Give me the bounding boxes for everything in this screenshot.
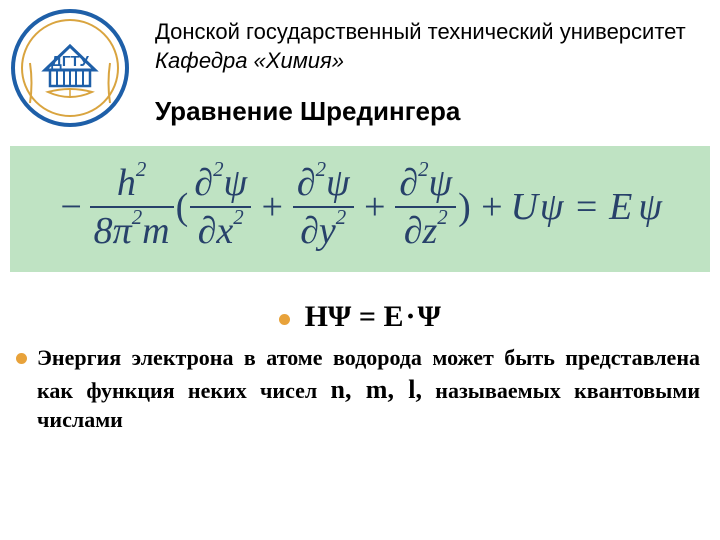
schrodinger-formula: − h2 8π2m ( ∂2ψ ∂x2 + ∂2ψ ∂y2 + ∂2ψ ∂z2 … bbox=[10, 146, 710, 272]
right-paren: ) bbox=[458, 188, 471, 226]
equals: = bbox=[566, 188, 608, 226]
plus-2: + bbox=[356, 188, 394, 226]
quantum-numbers: n, m, l, bbox=[331, 375, 422, 404]
university-name: Донской государственный технический унив… bbox=[155, 18, 686, 46]
d2psi-dz2: ∂2ψ ∂z2 bbox=[395, 164, 456, 250]
plus-U: + bbox=[473, 188, 509, 226]
logo-text: ДГТУ bbox=[51, 53, 89, 70]
E: E bbox=[609, 188, 632, 226]
university-logo: ДГТУ bbox=[10, 8, 130, 128]
paragraph-row: Энергия электрона в атоме водорода может… bbox=[16, 344, 700, 435]
bullet-icon bbox=[16, 353, 27, 364]
minus-sign: − bbox=[58, 188, 84, 226]
header: ДГТУ Донской государственный технический… bbox=[0, 0, 720, 128]
psi-E: ψ bbox=[634, 188, 662, 226]
header-text-block: Донской государственный технический унив… bbox=[155, 8, 686, 127]
fraction-h2-8pi2m: h2 8π2m bbox=[90, 164, 174, 250]
energy-paragraph: Энергия электрона в атоме водорода может… bbox=[37, 344, 700, 435]
d2psi-dy2: ∂2ψ ∂y2 bbox=[293, 164, 354, 250]
U: U bbox=[510, 188, 537, 226]
page-title: Уравнение Шредингера bbox=[155, 96, 686, 127]
plus-1: + bbox=[253, 188, 291, 226]
bullet-icon bbox=[279, 314, 290, 325]
d2psi-dx2: ∂2ψ ∂x2 bbox=[190, 164, 251, 250]
department-name: Кафедра «Химия» bbox=[155, 48, 686, 74]
left-paren: ( bbox=[176, 188, 189, 226]
operator-equation: HΨ = E·Ψ bbox=[305, 300, 441, 333]
psi-U: ψ bbox=[540, 188, 564, 226]
operator-equation-row: HΨ = E·Ψ bbox=[0, 300, 720, 334]
